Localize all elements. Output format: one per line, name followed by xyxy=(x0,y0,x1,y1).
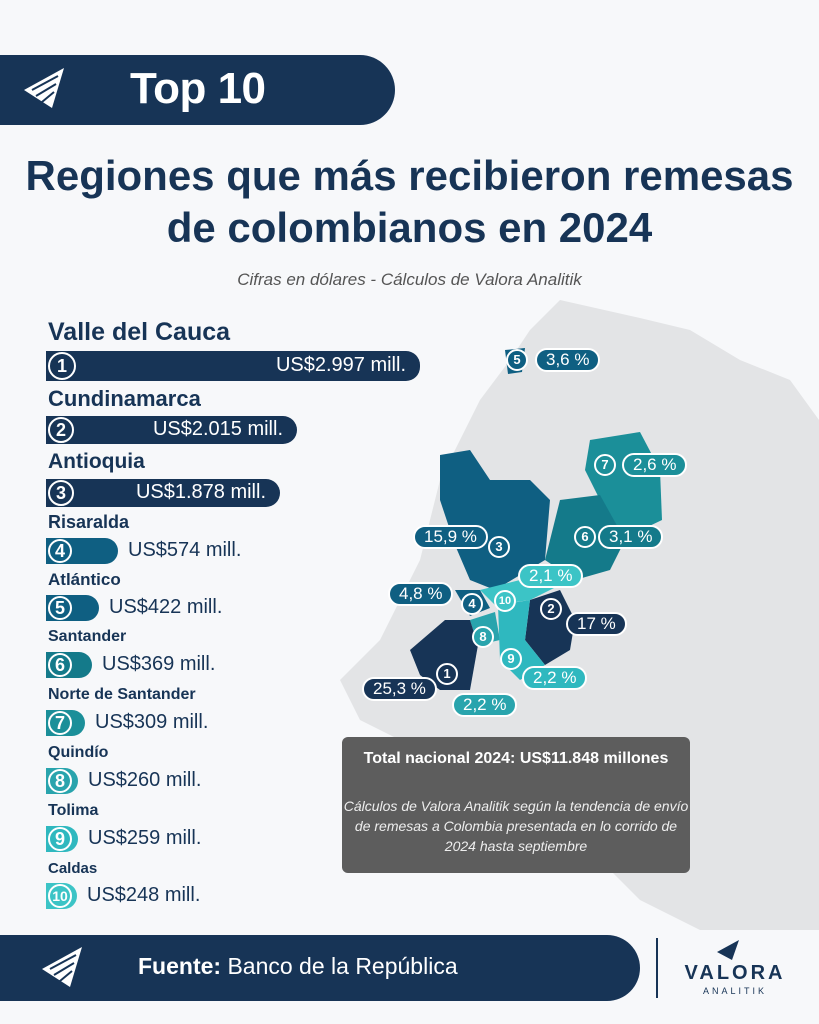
bar-5 xyxy=(46,595,99,621)
rank-badge-5: 5 xyxy=(48,596,72,620)
map-share-tolima: 2,2 % xyxy=(522,666,588,690)
rank-badge-3: 3 xyxy=(48,480,74,506)
bar-7 xyxy=(46,710,85,736)
page-title: Regiones que más recibieron remesas de c… xyxy=(0,150,819,254)
footer-banner xyxy=(0,935,640,1001)
bar-value-3: US$1.878 mill. xyxy=(135,481,266,503)
footer-divider xyxy=(656,938,658,998)
bar-value-9: US$259 mill. xyxy=(88,827,202,849)
rank-badge-4: 4 xyxy=(48,539,72,563)
map-share-quindio: 2,2 % xyxy=(452,693,518,717)
region-name-4: Risaralda xyxy=(48,512,130,532)
map-share-caldas: 2,1 % xyxy=(518,564,584,588)
total-box: Total nacional 2024: US$11.848 millones … xyxy=(342,737,690,873)
total-note: Cálculos de Valora Analitik según la ten… xyxy=(343,798,689,854)
bar-9 xyxy=(46,826,78,852)
region-name-7: Norte de Santander xyxy=(48,686,196,703)
page-title-line-2: de colombianos en 2024 xyxy=(166,204,653,251)
map-share-cundinamarca: 17 % xyxy=(566,612,627,636)
total-title: Total nacional 2024: US$11.848 millones xyxy=(363,750,669,767)
bar-3 xyxy=(46,479,280,507)
brand-name: VALORA xyxy=(684,962,786,984)
valora-logo-icon xyxy=(24,68,64,108)
bar-2 xyxy=(46,416,297,444)
page-subtitle: Cifras en dólares - Cálculos de Valora A… xyxy=(237,270,582,289)
map-rank-norte-santander: 7 xyxy=(594,454,616,476)
rank-badge-6: 6 xyxy=(48,653,72,677)
region-name-2: Cundinamarca xyxy=(48,386,201,411)
bar-10 xyxy=(46,883,77,909)
brand-subtitle: ANALITIK xyxy=(702,986,767,996)
top-badge-title: Top 10 xyxy=(130,64,266,113)
map-share-santander: 3,1 % xyxy=(598,525,664,549)
bar-value-7: US$309 mill. xyxy=(95,711,209,733)
bar-value-8: US$260 mill. xyxy=(88,769,202,791)
source-value: Banco de la República xyxy=(227,953,458,979)
map-share-valle: 25,3 % xyxy=(362,677,437,701)
bar-value-4: US$574 mill. xyxy=(128,539,242,561)
map-share-norte-santander: 2,6 % xyxy=(622,453,688,477)
page-title-line-1: Regiones que más recibieron remesas xyxy=(25,152,794,199)
bar-6 xyxy=(46,652,92,678)
bar-4 xyxy=(46,538,118,564)
map-rank-quindio: 8 xyxy=(472,626,494,648)
map-rank-cundinamarca: 2 xyxy=(540,598,562,620)
source-label: Fuente: xyxy=(138,953,222,979)
bar-value-6: US$369 mill. xyxy=(102,653,216,675)
rank-badge-8: 8 xyxy=(48,769,72,793)
region-name-9: Tolima xyxy=(48,802,99,819)
bar-8 xyxy=(46,768,78,794)
map-rank-caldas: 10 xyxy=(494,590,516,612)
region-name-3: Antioquia xyxy=(48,450,145,473)
map-share-atlantico: 3,6 % xyxy=(535,348,601,372)
map-rank-santander: 6 xyxy=(574,526,596,548)
rank-badge-10: 10 xyxy=(48,884,72,908)
rank-badge-1: 1 xyxy=(48,352,76,380)
top-banner xyxy=(0,55,395,125)
valora-brand-icon xyxy=(717,940,739,960)
bar-value-2: US$2.015 mill. xyxy=(152,418,283,440)
map-rank-atlantico: 5 xyxy=(506,349,528,371)
map-region-valle xyxy=(410,620,478,690)
bar-value-10: US$248 mill. xyxy=(87,884,201,906)
region-name-6: Santander xyxy=(48,628,127,645)
map-share-risaralda: 4,8 % xyxy=(388,582,454,606)
bar-value-5: US$422 mill. xyxy=(109,596,223,618)
map-rank-valle: 1 xyxy=(436,663,458,685)
rank-badge-2: 2 xyxy=(48,417,74,443)
rank-badge-9: 9 xyxy=(48,827,72,851)
source-text: Fuente: Banco de la República xyxy=(138,953,458,980)
map-region-antioquia xyxy=(440,450,550,590)
region-name-8: Quindío xyxy=(48,744,109,761)
region-name-5: Atlántico xyxy=(48,570,121,589)
valora-logo-icon xyxy=(42,947,82,987)
map-region-cundinamarca xyxy=(525,590,575,665)
region-name-1: Valle del Cauca xyxy=(48,318,231,346)
region-name-10: Caldas xyxy=(48,860,98,877)
map-rank-risaralda: 4 xyxy=(461,593,483,615)
map-rank-tolima: 9 xyxy=(500,648,522,670)
map-rank-antioquia: 3 xyxy=(488,536,510,558)
map-share-antioquia: 15,9 % xyxy=(413,525,488,549)
rank-badge-7: 7 xyxy=(48,711,72,735)
